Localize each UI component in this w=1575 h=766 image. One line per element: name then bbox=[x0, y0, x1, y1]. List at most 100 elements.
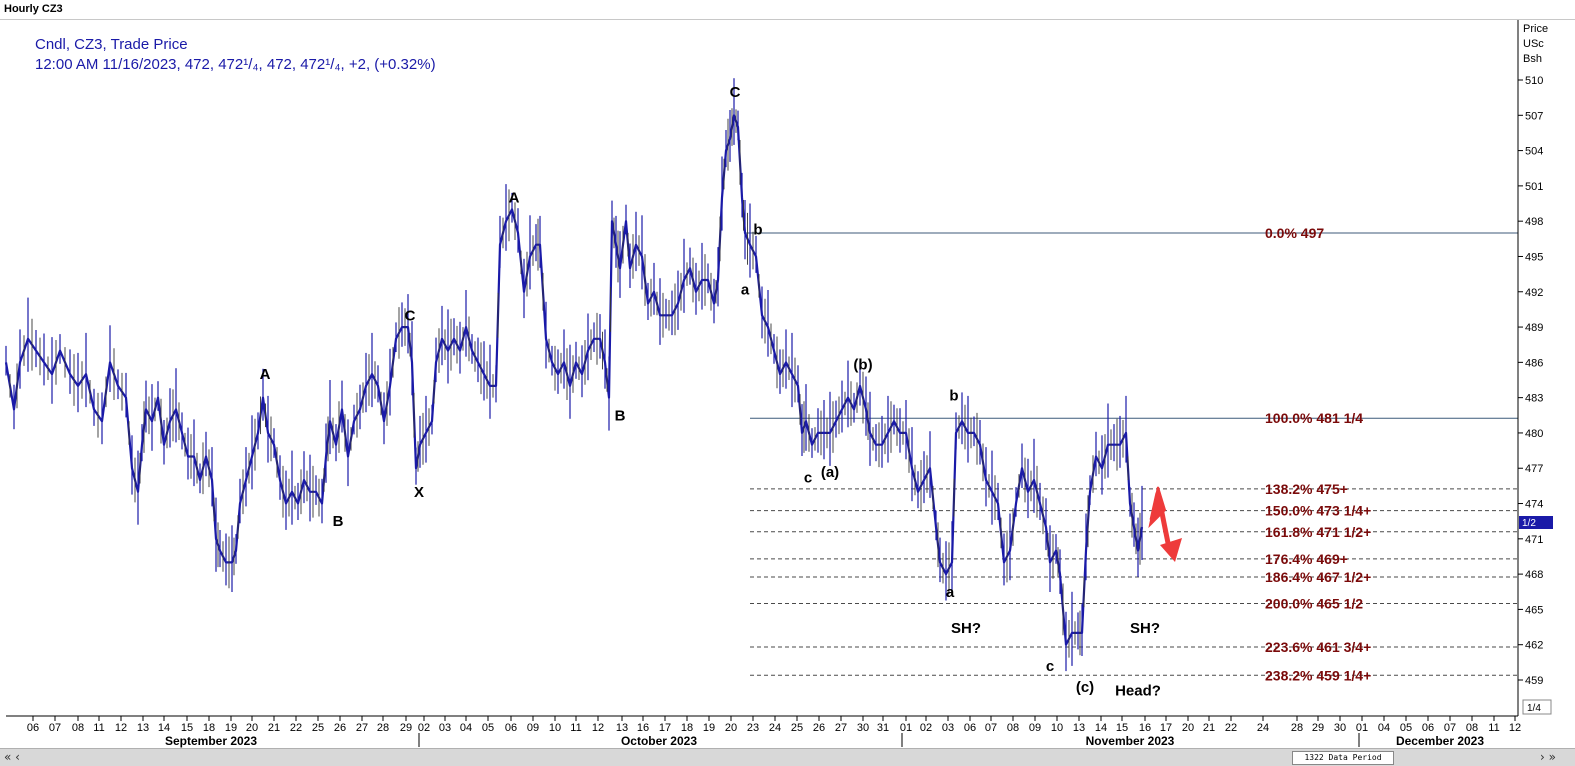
wave-label: X bbox=[414, 484, 424, 501]
price-tick-label: 465 bbox=[1525, 604, 1543, 616]
fib-label: 138.2% 475+ bbox=[1265, 481, 1348, 497]
wave-label: b bbox=[949, 387, 958, 404]
time-tick-label: 01 bbox=[1356, 722, 1368, 734]
price-tick-label: 507 bbox=[1525, 110, 1543, 122]
increment-label: 1/4 bbox=[1527, 703, 1541, 714]
time-tick-label: 06 bbox=[505, 722, 517, 734]
time-tick-label: 11 bbox=[93, 722, 104, 734]
time-tick-label: 10 bbox=[549, 722, 561, 734]
time-tick-label: 19 bbox=[225, 722, 237, 734]
wave-labels: A B C X A B Cb a (b) c (a) b a SH? SH? c (c) Head? bbox=[260, 84, 1161, 700]
wave-label: a bbox=[741, 281, 750, 298]
time-tick-label: 20 bbox=[246, 722, 258, 734]
wave-label: A bbox=[260, 366, 271, 383]
wave-label: a bbox=[946, 584, 955, 601]
time-tick-label: 07 bbox=[49, 722, 61, 734]
time-tick-label: 10 bbox=[1051, 722, 1063, 734]
increment-box[interactable] bbox=[1522, 699, 1552, 715]
time-tick-label: 24 bbox=[769, 722, 781, 734]
time-tick-label: 08 bbox=[1007, 722, 1019, 734]
time-tick-label: 29 bbox=[400, 722, 412, 734]
wave-label: C bbox=[405, 307, 416, 324]
window-titlebar: Hourly CZ3 bbox=[0, 0, 1575, 20]
price-tick-label: 498 bbox=[1525, 216, 1543, 228]
month-label: October 2023 bbox=[621, 734, 697, 748]
price-tick-label: 492 bbox=[1525, 287, 1543, 299]
data-period-box[interactable]: 1322 Data Period bbox=[1292, 751, 1394, 765]
wave-label: Head? bbox=[1115, 683, 1161, 700]
wave-label: c bbox=[1046, 658, 1054, 675]
time-tick-label: 23 bbox=[747, 722, 759, 734]
arrow-down-shaft bbox=[1155, 492, 1171, 544]
time-tick-label: 16 bbox=[1139, 722, 1151, 734]
window-title: Hourly CZ3 bbox=[4, 3, 63, 15]
wave-label: C bbox=[730, 84, 741, 101]
time-tick-label: 12 bbox=[1509, 722, 1521, 734]
price-chart[interactable]: A B C X A B Cb a (b) c (a) b a SH? SH? c (c) Head? 0.0% 4… bbox=[0, 0, 1575, 748]
fib-lines bbox=[745, 232, 1518, 676]
scroll-left-icon[interactable]: « ‹ bbox=[4, 750, 20, 764]
wave-label: (c) bbox=[1076, 679, 1094, 696]
fib-labels: 0.0% 497 100.0% 481 1/4 138.2% 475+ 150.0% … bbox=[1265, 225, 1371, 683]
time-tick-label: 09 bbox=[527, 722, 539, 734]
current-price-tag bbox=[1519, 516, 1553, 529]
time-tick-label: 12 bbox=[115, 722, 127, 734]
time-tick-label: 26 bbox=[813, 722, 825, 734]
wave-label: B bbox=[615, 407, 626, 424]
price-tick-label: 510 bbox=[1525, 75, 1543, 87]
price-axis-label-3: Bsh bbox=[1523, 53, 1542, 65]
time-tick-label: 05 bbox=[482, 722, 494, 734]
month-label: September 2023 bbox=[165, 734, 257, 748]
arrow-head-down-icon bbox=[1160, 538, 1182, 562]
wave-label: (a) bbox=[821, 464, 839, 481]
time-tick-label: 18 bbox=[203, 722, 215, 734]
price-tick-label: 468 bbox=[1525, 569, 1543, 581]
price-tick-label: 480 bbox=[1525, 428, 1543, 440]
time-axis[interactable]: 06 07 08 11 12 13 14 15 18 19 20 21 22 25 26 27 28 29 02 03… bbox=[27, 716, 1521, 747]
fib-label: 176.4% 469+ bbox=[1265, 551, 1348, 567]
time-tick-label: 15 bbox=[1116, 722, 1128, 734]
legend-line-2: 12:00 AM 11/16/2023, 472, 472¹/₄, 472, 4… bbox=[35, 56, 436, 73]
price-tick-label: 486 bbox=[1525, 357, 1543, 369]
month-label: November 2023 bbox=[1086, 734, 1175, 748]
price-tick-label: 462 bbox=[1525, 640, 1543, 652]
time-tick-label: 03 bbox=[439, 722, 451, 734]
time-tick-label: 31 bbox=[877, 722, 889, 734]
time-tick-label: 05 bbox=[1400, 722, 1412, 734]
time-tick-label: 13 bbox=[137, 722, 149, 734]
time-tick-label: 14 bbox=[1095, 722, 1107, 734]
price-axis[interactable]: 459 462 465 468 471 474 477 480 483 486 489 492 495 4… bbox=[1518, 75, 1543, 687]
time-tick-label: 09 bbox=[1029, 722, 1041, 734]
wave-label: SH? bbox=[951, 620, 981, 637]
fib-label: 186.4% 467 1/2+ bbox=[1265, 569, 1371, 585]
time-tick-label: 08 bbox=[1466, 722, 1478, 734]
time-tick-label: 30 bbox=[857, 722, 869, 734]
price-tick-label: 459 bbox=[1525, 675, 1543, 687]
wave-label: c bbox=[804, 470, 812, 487]
price-tick-label: 489 bbox=[1525, 322, 1543, 334]
price-tick-label: 495 bbox=[1525, 251, 1543, 263]
time-tick-label: 04 bbox=[1378, 722, 1390, 734]
price-tick-label: 474 bbox=[1525, 499, 1543, 511]
time-tick-label: 06 bbox=[1422, 722, 1434, 734]
price-tick-label: 471 bbox=[1525, 534, 1543, 546]
time-tick-label: 17 bbox=[659, 722, 671, 734]
time-tick-label: 01 bbox=[900, 722, 912, 734]
time-tick-label: 24 bbox=[1257, 722, 1269, 734]
fib-label: 100.0% 481 1/4 bbox=[1265, 410, 1363, 426]
wave-label: B bbox=[333, 513, 344, 530]
time-tick-label: 13 bbox=[1073, 722, 1085, 734]
time-scrollbar[interactable]: « ‹ › » 1322 Data Period bbox=[0, 748, 1575, 766]
time-tick-label: 25 bbox=[312, 722, 324, 734]
time-tick-label: 11 bbox=[1488, 722, 1499, 734]
plot-area[interactable] bbox=[6, 20, 1518, 716]
fib-label: 200.0% 465 1/2 bbox=[1265, 596, 1363, 612]
time-tick-label: 28 bbox=[1291, 722, 1303, 734]
time-tick-label: 21 bbox=[1203, 722, 1215, 734]
time-tick-label: 25 bbox=[791, 722, 803, 734]
price-tick-label: 501 bbox=[1525, 181, 1543, 193]
scroll-right-icon[interactable]: › » bbox=[1540, 750, 1556, 764]
time-tick-label: 15 bbox=[181, 722, 193, 734]
legend-line-1: Cndl, CZ3, Trade Price bbox=[35, 36, 188, 53]
time-tick-label: 17 bbox=[1160, 722, 1172, 734]
